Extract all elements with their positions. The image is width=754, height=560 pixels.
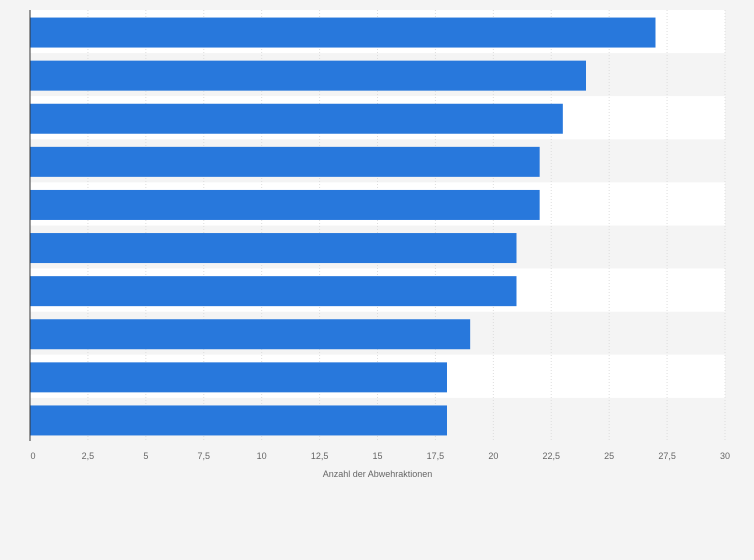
x-tick-label: 5: [143, 451, 148, 461]
bar[interactable]: [30, 233, 517, 264]
bar[interactable]: [30, 17, 656, 48]
bar[interactable]: [30, 146, 540, 177]
x-tick-label: 2,5: [82, 451, 95, 461]
x-tick-label: 25: [604, 451, 614, 461]
bar[interactable]: [30, 362, 447, 393]
x-tick-label: 17,5: [427, 451, 445, 461]
x-tick-label: 12,5: [311, 451, 329, 461]
bar[interactable]: [30, 60, 586, 91]
x-tick-label: 0: [30, 451, 35, 461]
bar[interactable]: [30, 276, 517, 307]
bar[interactable]: [30, 189, 540, 220]
bar[interactable]: [30, 405, 447, 436]
x-axis-title: Anzahl der Abwehraktionen: [323, 469, 433, 479]
x-tick-label: 10: [257, 451, 267, 461]
bars: [30, 17, 656, 436]
bar[interactable]: [30, 319, 471, 350]
x-tick-label: 27,5: [658, 451, 676, 461]
x-tick-label: 30: [720, 451, 730, 461]
x-tick-label: 7,5: [197, 451, 210, 461]
x-axis-ticks: 0 2,5 5 7,5 10 12,5 15 17,5 20 22,5 25 27,5 30: [30, 451, 730, 461]
bar[interactable]: [30, 103, 563, 134]
x-tick-label: 20: [488, 451, 498, 461]
x-tick-label: 22,5: [542, 451, 560, 461]
x-tick-label: 15: [372, 451, 382, 461]
